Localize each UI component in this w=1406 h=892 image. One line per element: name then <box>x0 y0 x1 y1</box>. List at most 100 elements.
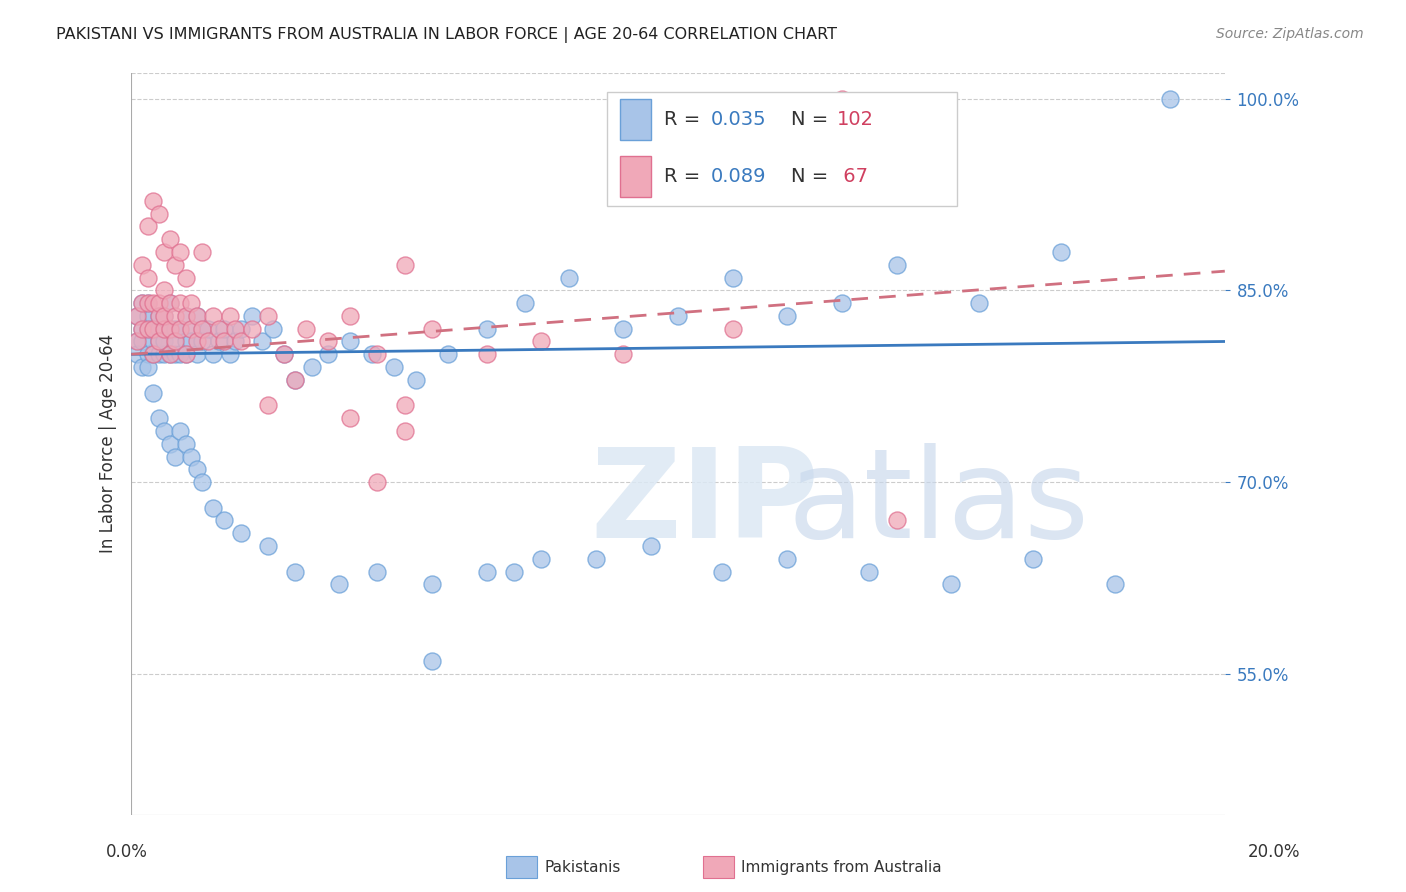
Point <box>721 321 744 335</box>
Point <box>420 577 443 591</box>
Point <box>180 334 202 349</box>
Point <box>136 296 159 310</box>
Point <box>125 347 148 361</box>
Point <box>180 321 202 335</box>
Point <box>142 321 165 335</box>
Point <box>153 424 176 438</box>
Point <box>420 654 443 668</box>
Text: N =: N = <box>790 168 841 186</box>
Text: atlas: atlas <box>787 442 1090 564</box>
Point <box>229 526 252 541</box>
Y-axis label: In Labor Force | Age 20-64: In Labor Force | Age 20-64 <box>100 334 117 553</box>
Point <box>612 321 634 335</box>
Point <box>186 462 208 476</box>
Point <box>163 334 186 349</box>
Point <box>316 334 339 349</box>
Point <box>202 347 225 361</box>
Point <box>159 296 181 310</box>
Point <box>148 206 170 220</box>
Point <box>612 347 634 361</box>
Point <box>284 565 307 579</box>
Point <box>366 565 388 579</box>
Point <box>339 411 361 425</box>
Point <box>831 91 853 105</box>
Point <box>174 347 197 361</box>
Point <box>1049 244 1071 259</box>
Point <box>169 347 191 361</box>
Point <box>131 321 153 335</box>
Point <box>212 514 235 528</box>
Point <box>257 539 280 553</box>
Point <box>159 347 181 361</box>
Point <box>1022 552 1045 566</box>
Point <box>585 552 607 566</box>
Text: 0.035: 0.035 <box>711 111 766 129</box>
Point <box>125 309 148 323</box>
Point <box>475 347 498 361</box>
Point <box>273 347 295 361</box>
Point <box>186 334 208 349</box>
Point <box>721 270 744 285</box>
Point <box>197 321 219 335</box>
Text: Immigrants from Australia: Immigrants from Australia <box>741 860 942 874</box>
FancyBboxPatch shape <box>607 92 957 206</box>
Point <box>163 258 186 272</box>
Point <box>186 309 208 323</box>
Text: R =: R = <box>664 111 706 129</box>
Text: ZIP: ZIP <box>591 442 820 564</box>
Point <box>142 321 165 335</box>
Point <box>131 321 153 335</box>
Point <box>153 244 176 259</box>
Point <box>163 321 186 335</box>
Point <box>159 296 181 310</box>
Point <box>1159 91 1181 105</box>
Point <box>858 565 880 579</box>
Point <box>125 309 148 323</box>
Point <box>169 321 191 335</box>
Point <box>174 436 197 450</box>
Point <box>136 347 159 361</box>
Point <box>316 347 339 361</box>
Text: N =: N = <box>790 111 834 129</box>
Text: 0.0%: 0.0% <box>105 843 148 861</box>
Point <box>295 321 318 335</box>
Point <box>284 373 307 387</box>
Point <box>148 347 170 361</box>
Point <box>191 334 214 349</box>
Point <box>136 296 159 310</box>
Point <box>530 334 553 349</box>
Point <box>153 309 176 323</box>
Point <box>366 475 388 490</box>
Text: 0.089: 0.089 <box>711 168 766 186</box>
Point <box>776 309 799 323</box>
Point <box>153 334 176 349</box>
Point <box>153 309 176 323</box>
Point <box>159 232 181 246</box>
Point <box>191 321 214 335</box>
Point <box>180 321 202 335</box>
Point <box>136 321 159 335</box>
Point <box>666 309 689 323</box>
Point <box>142 334 165 349</box>
Point <box>229 334 252 349</box>
Text: 67: 67 <box>837 168 868 186</box>
Point <box>142 194 165 208</box>
Point <box>159 347 181 361</box>
Point <box>148 321 170 335</box>
Point <box>284 373 307 387</box>
Point <box>191 475 214 490</box>
Point <box>136 270 159 285</box>
Point <box>886 514 908 528</box>
Point <box>163 347 186 361</box>
Point <box>163 309 186 323</box>
Point <box>186 309 208 323</box>
Point <box>191 321 214 335</box>
Point <box>257 398 280 412</box>
Text: Source: ZipAtlas.com: Source: ZipAtlas.com <box>1216 27 1364 41</box>
Point <box>148 411 170 425</box>
Point <box>142 296 165 310</box>
Point <box>191 244 214 259</box>
Point <box>169 321 191 335</box>
Point <box>169 244 191 259</box>
Text: 102: 102 <box>837 111 873 129</box>
